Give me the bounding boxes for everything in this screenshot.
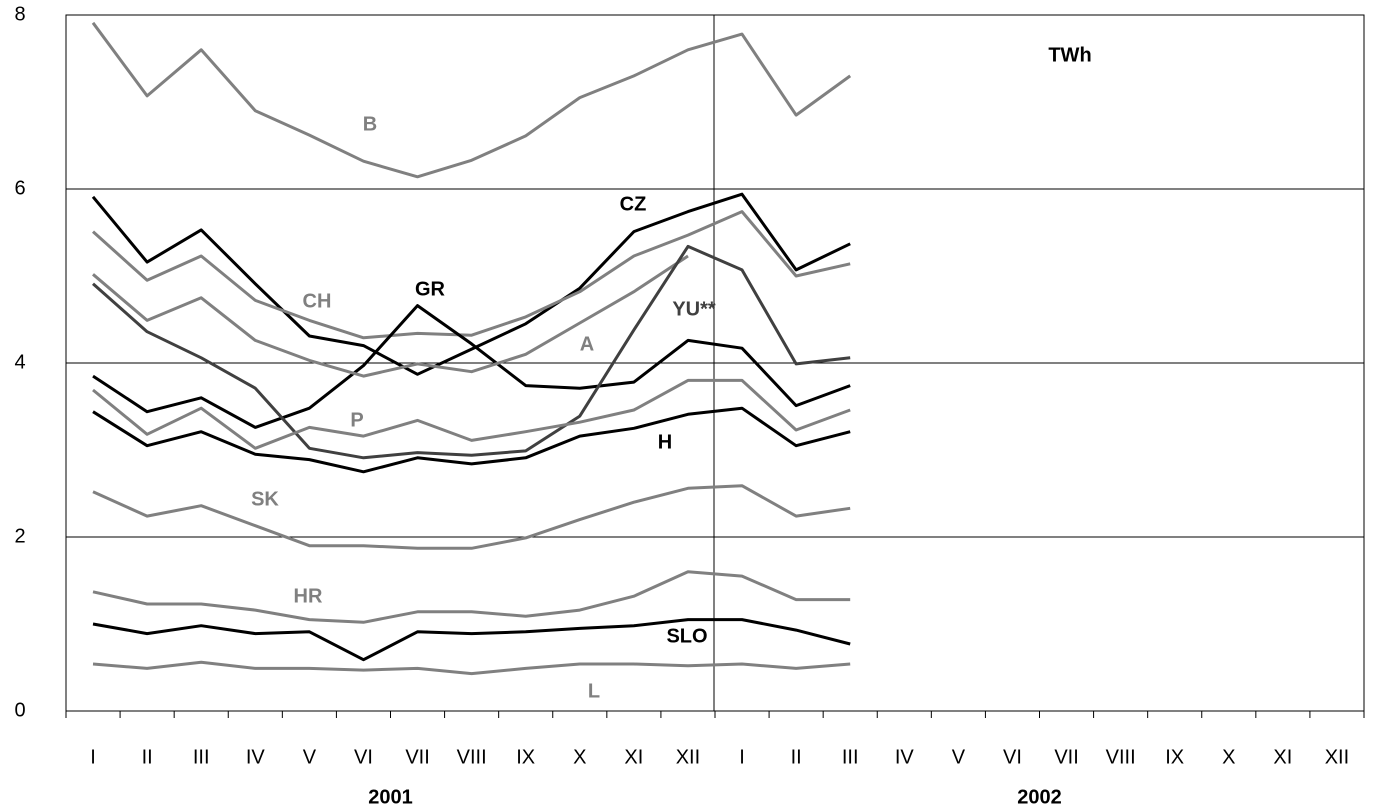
x-tick-label: XI <box>1273 746 1292 768</box>
x-tick-label: IV <box>895 746 915 768</box>
x-tick-label: VIII <box>1106 746 1136 768</box>
series-line <box>92 254 689 378</box>
x-tick-label: I <box>739 746 745 768</box>
x-tick-label: IV <box>246 746 266 768</box>
x-tick-label: XII <box>1325 746 1349 768</box>
y-tick-label: 8 <box>14 3 25 25</box>
x-tick-label: VII <box>405 746 429 768</box>
x-tick-label: IX <box>516 746 535 768</box>
x-tick-label: IX <box>1165 746 1184 768</box>
series-label: H <box>658 431 672 453</box>
y-tick-label: 4 <box>14 351 25 373</box>
x-tick-label: I <box>90 746 96 768</box>
x-tick-label: II <box>142 746 153 768</box>
x-tick-label: VIII <box>457 746 487 768</box>
x-tick-label: XI <box>624 746 643 768</box>
x-tick-label: VII <box>1054 746 1078 768</box>
x-tick-label: III <box>193 746 210 768</box>
year-label: 2002 <box>1017 786 1062 808</box>
series-line <box>92 618 851 662</box>
x-tick-label: VI <box>1003 746 1022 768</box>
x-tick-label: V <box>303 746 317 768</box>
year-label: 2001 <box>368 786 413 808</box>
series-line <box>92 378 851 450</box>
series-label: CZ <box>620 193 647 215</box>
x-tick-label: X <box>573 746 586 768</box>
series-line <box>91 210 851 340</box>
y-tick-label: 2 <box>14 525 25 547</box>
series-label: HR <box>294 585 323 607</box>
y-tick-label: 6 <box>14 177 25 199</box>
x-tick-label: XII <box>676 746 700 768</box>
series-line <box>92 484 851 550</box>
series-label: L <box>588 680 600 702</box>
series-label: B <box>363 113 377 135</box>
series-line <box>92 570 851 624</box>
series-label: P <box>350 409 363 431</box>
series-label: CH <box>303 290 332 312</box>
series-label: YU** <box>672 298 716 320</box>
series-label: SK <box>251 488 279 510</box>
x-tick-label: X <box>1222 746 1235 768</box>
series-line <box>92 660 851 676</box>
series-line <box>92 244 851 460</box>
series-line <box>92 304 851 429</box>
x-tick-label: II <box>791 746 802 768</box>
x-tick-label: V <box>952 746 966 768</box>
unit-label: TWh <box>1048 44 1091 66</box>
y-tick-label: 0 <box>14 699 25 721</box>
series-label: SLO <box>666 625 707 647</box>
series-line <box>92 406 851 474</box>
series-label: A <box>580 333 594 355</box>
x-tick-label: VI <box>354 746 373 768</box>
series-line <box>91 192 851 376</box>
series-label: GR <box>415 278 446 300</box>
series-line <box>91 21 852 179</box>
x-tick-label: III <box>842 746 859 768</box>
